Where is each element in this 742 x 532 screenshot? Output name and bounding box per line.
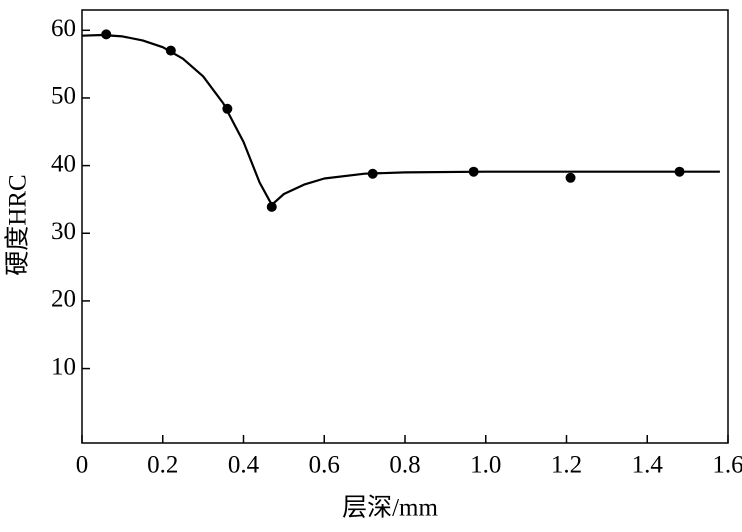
x-tick-label: 1.0	[470, 452, 501, 479]
data-point	[468, 166, 479, 177]
x-tick-label: 1.6	[712, 452, 742, 479]
fit-curve	[81, 33, 720, 206]
x-tick-label: 0.4	[228, 452, 260, 479]
data-point	[367, 168, 378, 179]
y-tick-label: 20	[51, 286, 76, 313]
y-axis-label: 硬度HRC	[4, 174, 32, 275]
data-point	[266, 201, 277, 212]
x-tick-label: 0.6	[309, 452, 340, 479]
data-point	[222, 103, 233, 114]
x-tick-label: 1.2	[551, 452, 582, 479]
data-point	[101, 29, 112, 40]
x-tick-label: 0.2	[147, 452, 178, 479]
y-tick-label: 10	[51, 353, 76, 380]
x-axis-label: 层深/mm	[342, 494, 438, 522]
y-tick-label: 50	[51, 83, 76, 110]
plot-frame	[81, 9, 729, 444]
x-tick-label: 0	[76, 452, 89, 479]
data-point	[674, 166, 685, 177]
x-tick-label: 0.8	[389, 452, 420, 479]
data-point	[565, 172, 576, 183]
y-tick-label: 40	[51, 150, 76, 177]
y-tick-label: 30	[51, 218, 76, 245]
y-tick-label: 60	[51, 15, 76, 42]
x-tick-label: 1.4	[632, 452, 664, 479]
data-point	[165, 45, 176, 56]
